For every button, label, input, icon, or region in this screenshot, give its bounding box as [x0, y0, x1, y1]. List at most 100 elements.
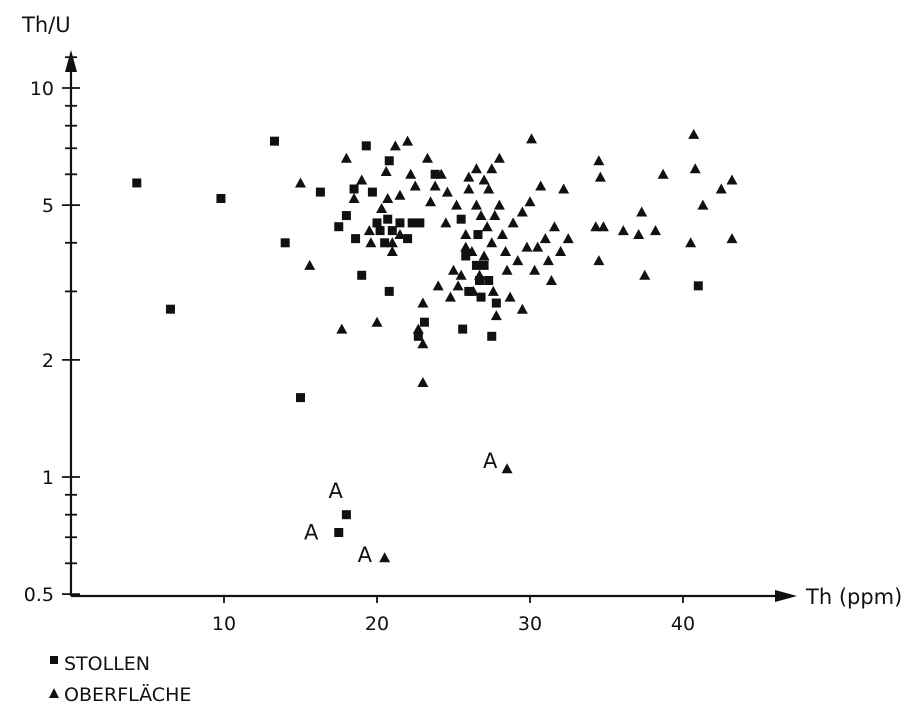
- x-tick-label: 40: [671, 613, 695, 635]
- oberflaeche-point: [512, 255, 524, 266]
- oberflaeche-point: [529, 264, 541, 275]
- oberflaeche-point: [389, 140, 401, 151]
- y-tick-label: 2: [42, 350, 54, 372]
- oberflaeche-point: [405, 168, 417, 179]
- stollen-point: [407, 218, 417, 228]
- oberflaeche-point: [489, 210, 501, 221]
- oberflaeche-point: [496, 229, 508, 240]
- oberflaeche-point: [633, 229, 645, 240]
- oberflaeche-point: [689, 163, 701, 174]
- oberflaeche-point: [542, 255, 554, 266]
- oberflaeche-point: [507, 217, 519, 228]
- oberflaeche-point: [382, 192, 394, 203]
- oberflaeche-point: [493, 152, 505, 163]
- oberflaeche-point: [617, 225, 629, 236]
- oberflaeche-point: [636, 206, 648, 217]
- oberflaeche-point: [501, 463, 513, 474]
- stollen-point: [280, 238, 290, 248]
- oberflaeche-point: [409, 180, 421, 191]
- oberflaeche-point: [649, 225, 661, 236]
- stollen-point: [383, 214, 393, 224]
- y-axis-label: Th/U: [21, 13, 71, 37]
- oberflaeche-point: [483, 183, 495, 194]
- oberflaeche-point: [697, 199, 709, 210]
- stollen-point: [413, 331, 423, 341]
- oberflaeche-point: [478, 250, 490, 261]
- oberflaeche-point: [444, 291, 456, 302]
- oberflaeche-point: [562, 233, 574, 244]
- oberflaeche-point: [435, 168, 447, 179]
- stollen-point: [351, 234, 361, 244]
- legend: STOLLEN OBERFLÄCHE: [49, 653, 191, 706]
- oberflaeche-point: [504, 291, 516, 302]
- stollen-point: [367, 187, 377, 197]
- oberflaeche-point: [295, 177, 306, 188]
- oberflaeche-point: [558, 183, 570, 194]
- stollen-point: [357, 270, 367, 280]
- oberflaeche-point: [304, 259, 316, 270]
- oberflaeche-point: [440, 217, 452, 228]
- stollen-point: [361, 141, 371, 151]
- x-tick-label: 20: [365, 613, 389, 635]
- oberflaeche-point: [379, 552, 391, 563]
- oberflaeche-point: [685, 237, 697, 248]
- oberflaeche-point: [417, 297, 429, 308]
- oberflaeche-point: [486, 237, 498, 248]
- legend-triangle-icon: [49, 688, 59, 698]
- oberflaeche-point: [487, 285, 499, 296]
- oberflaeche-point: [593, 155, 605, 166]
- oberflaeche-point: [432, 280, 444, 291]
- legend-square-icon: [50, 656, 58, 664]
- stollen-point: [334, 222, 344, 232]
- oberflaeche-point: [526, 133, 538, 144]
- oberflaeche-point: [516, 303, 528, 314]
- oberflaeche-point: [365, 237, 377, 248]
- oberflaeche-point: [394, 229, 406, 240]
- oberflaeche-point: [490, 310, 502, 321]
- data-marks: [132, 128, 738, 563]
- oberflaeche-point: [463, 171, 475, 182]
- legend-label-stollen: STOLLEN: [64, 653, 150, 675]
- stollen-point: [349, 184, 359, 194]
- oberflaeche-point: [470, 199, 482, 210]
- stollen-point: [484, 275, 494, 285]
- oberflaeche-point: [466, 245, 478, 256]
- annotation-label: A: [304, 520, 319, 544]
- oberflaeche-point: [657, 168, 669, 179]
- oberflaeche-point: [478, 174, 490, 185]
- stollen-point: [372, 218, 382, 228]
- oberflaeche-point: [460, 241, 472, 252]
- stollen-point: [479, 260, 489, 270]
- oberflaeche-point: [500, 245, 512, 256]
- stollen-point: [296, 393, 305, 403]
- y-tick-label: 0.5: [24, 584, 54, 606]
- oberflaeche-point: [597, 221, 609, 232]
- annotation-label: A: [329, 479, 344, 503]
- stollen-point: [341, 510, 351, 520]
- stollen-point: [475, 275, 485, 285]
- y-ticks: 0.5 1 2 5 10: [24, 56, 80, 606]
- x-tick-label: 10: [212, 613, 236, 635]
- annotation-label: A: [358, 543, 373, 567]
- stollen-point: [380, 238, 390, 248]
- stollen-point: [403, 234, 413, 244]
- oberflaeche-point: [448, 264, 459, 275]
- oberflaeche-point: [429, 180, 441, 191]
- oberflaeche-point: [451, 199, 463, 210]
- oberflaeche-point: [474, 269, 486, 280]
- x-tick-label: 30: [518, 613, 542, 635]
- stollen-point: [471, 260, 481, 270]
- annotation-label: A: [483, 449, 498, 473]
- stollen-point: [491, 298, 501, 308]
- oberflaeche-point: [394, 189, 406, 200]
- oberflaeche-point: [386, 245, 398, 256]
- oberflaeche-point: [481, 221, 493, 232]
- oberflaeche-point: [348, 192, 360, 203]
- oberflaeche-point: [688, 128, 700, 139]
- stollen-point: [458, 324, 468, 334]
- oberflaeche-point: [501, 264, 513, 275]
- stollen-point: [464, 286, 474, 296]
- stollen-point: [473, 230, 483, 240]
